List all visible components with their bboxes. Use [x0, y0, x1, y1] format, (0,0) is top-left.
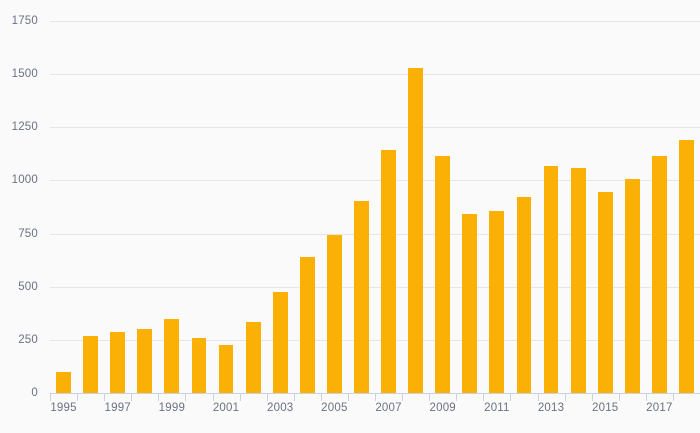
bar[interactable] [110, 331, 126, 393]
x-tick-label: 2007 [375, 402, 402, 414]
x-tick [564, 393, 566, 401]
x-tick-label: 2013 [537, 402, 565, 414]
x-tick-label: 2015 [592, 402, 619, 414]
bar[interactable] [679, 139, 694, 393]
x-tick [158, 393, 160, 401]
bar[interactable] [56, 371, 71, 393]
y-axis: 0 250 500 750 1000 1250 1500 1750 [0, 0, 50, 433]
x-tick [293, 393, 295, 401]
bar[interactable] [218, 344, 234, 393]
gridline [50, 339, 700, 341]
bar[interactable] [408, 67, 424, 393]
x-tick-label: 1997 [104, 402, 131, 414]
x-tick [402, 393, 404, 401]
bar[interactable] [435, 156, 451, 393]
x-tick [483, 393, 485, 401]
bar[interactable] [516, 197, 532, 393]
bar[interactable] [489, 210, 505, 393]
bar[interactable] [326, 234, 342, 393]
x-tick [618, 393, 620, 401]
bar[interactable] [137, 328, 153, 393]
x-tick [375, 393, 376, 401]
x-tick [456, 393, 458, 401]
y-tick-label: 1750 [11, 15, 38, 27]
x-tick-label: 1999 [158, 402, 186, 414]
bar[interactable] [597, 192, 613, 393]
x-tick-label: 1995 [50, 402, 77, 414]
bar[interactable] [462, 213, 478, 393]
x-tick [239, 393, 241, 401]
x-tick [672, 393, 674, 401]
x-tick-label: 2009 [429, 402, 456, 414]
x-tick [347, 393, 349, 401]
bar[interactable] [570, 168, 586, 393]
bar[interactable] [245, 322, 261, 393]
bar[interactable] [272, 292, 288, 393]
y-tick-label: 1500 [11, 68, 38, 81]
gridline [50, 74, 700, 76]
x-tick-label: 2003 [267, 402, 294, 414]
y-tick-label: 1250 [11, 121, 38, 134]
x-tick-label: 2005 [321, 402, 348, 414]
gridline [50, 233, 700, 235]
bar[interactable] [651, 156, 667, 393]
x-tick-label: 2011 [484, 402, 510, 414]
bar[interactable] [83, 336, 99, 393]
x-tick-label: 2017 [646, 402, 673, 414]
bar[interactable] [624, 178, 640, 393]
x-tick [591, 393, 593, 401]
bar[interactable] [299, 256, 315, 393]
y-tick-label: 750 [18, 227, 38, 240]
x-tick [131, 393, 133, 401]
y-tick-label: 0 [31, 387, 38, 399]
gridline [50, 127, 700, 129]
x-tick [429, 393, 431, 401]
y-tick-label: 1000 [11, 174, 38, 187]
bar[interactable] [543, 166, 559, 393]
x-tick [185, 393, 187, 401]
bar[interactable] [354, 201, 369, 393]
x-tick-label: 2001 [212, 402, 240, 414]
bar[interactable] [164, 319, 180, 393]
x-tick [50, 393, 51, 401]
bar[interactable] [191, 337, 207, 393]
y-tick-label: 500 [18, 280, 38, 293]
x-tick [212, 393, 214, 401]
x-tick [320, 393, 322, 401]
x-tick [104, 393, 106, 401]
y-tick-label: 250 [18, 333, 38, 346]
x-tick [510, 393, 512, 401]
bar[interactable] [381, 150, 396, 393]
gridline [50, 180, 700, 182]
plot-area: 1995 1997 1999 2001 2003 2005 2007 2009 2011 2013… [50, 0, 700, 433]
gridline [50, 286, 700, 288]
x-tick [537, 393, 539, 401]
x-tick [77, 393, 79, 401]
gridline [50, 21, 700, 22]
x-tick [645, 393, 647, 401]
x-tick [266, 393, 268, 401]
